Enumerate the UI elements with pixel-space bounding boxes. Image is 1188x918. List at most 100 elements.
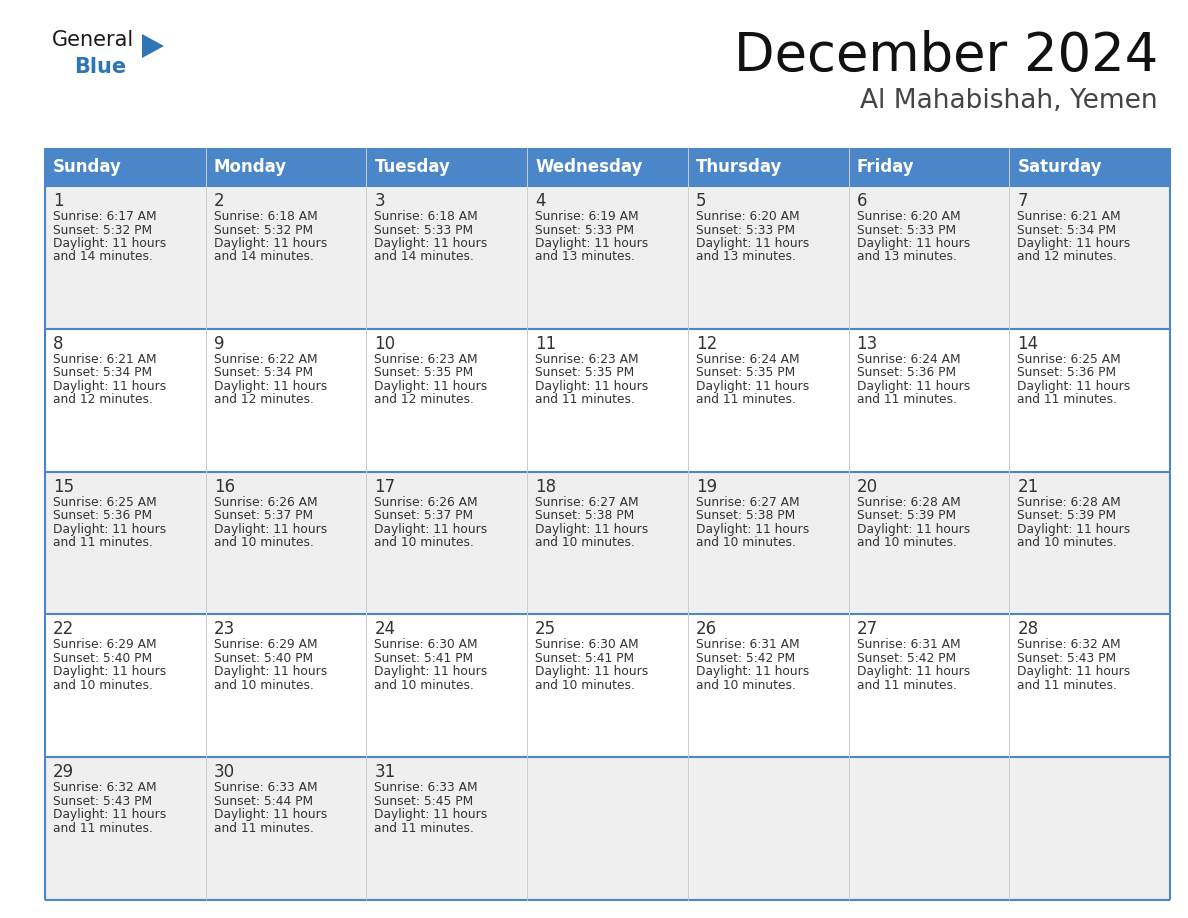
Bar — [366, 614, 527, 757]
Text: Daylight: 11 hours: Daylight: 11 hours — [696, 237, 809, 250]
Text: 25: 25 — [535, 621, 556, 638]
Text: Daylight: 11 hours: Daylight: 11 hours — [1017, 522, 1131, 535]
Text: Daylight: 11 hours: Daylight: 11 hours — [53, 808, 166, 822]
Text: 22: 22 — [53, 621, 74, 638]
Bar — [688, 329, 848, 472]
Text: and 11 minutes.: and 11 minutes. — [857, 393, 956, 407]
Text: Sunrise: 6:28 AM: Sunrise: 6:28 AM — [857, 496, 960, 509]
Text: and 10 minutes.: and 10 minutes. — [374, 679, 474, 692]
Text: Sunrise: 6:33 AM: Sunrise: 6:33 AM — [214, 781, 317, 794]
Text: Saturday: Saturday — [1017, 158, 1101, 176]
Text: and 10 minutes.: and 10 minutes. — [857, 536, 956, 549]
Text: Daylight: 11 hours: Daylight: 11 hours — [374, 522, 488, 535]
Bar — [206, 614, 366, 757]
Text: Sunset: 5:36 PM: Sunset: 5:36 PM — [1017, 366, 1117, 379]
Text: Sunrise: 6:17 AM: Sunrise: 6:17 AM — [53, 210, 157, 223]
Text: 29: 29 — [53, 763, 74, 781]
Text: Sunrise: 6:21 AM: Sunrise: 6:21 AM — [1017, 210, 1121, 223]
Text: Sunrise: 6:18 AM: Sunrise: 6:18 AM — [214, 210, 317, 223]
Text: Daylight: 11 hours: Daylight: 11 hours — [214, 808, 327, 822]
Text: and 11 minutes.: and 11 minutes. — [1017, 393, 1117, 407]
Text: Sunset: 5:41 PM: Sunset: 5:41 PM — [374, 652, 474, 665]
Text: Sunset: 5:39 PM: Sunset: 5:39 PM — [1017, 509, 1117, 522]
Text: Sunset: 5:39 PM: Sunset: 5:39 PM — [857, 509, 955, 522]
Bar — [366, 186, 527, 329]
Bar — [848, 614, 1010, 757]
Text: Daylight: 11 hours: Daylight: 11 hours — [214, 666, 327, 678]
Text: and 10 minutes.: and 10 minutes. — [696, 536, 796, 549]
Text: Sunset: 5:33 PM: Sunset: 5:33 PM — [374, 223, 474, 237]
Text: Daylight: 11 hours: Daylight: 11 hours — [53, 522, 166, 535]
Text: Daylight: 11 hours: Daylight: 11 hours — [374, 666, 488, 678]
Text: Sunset: 5:43 PM: Sunset: 5:43 PM — [53, 795, 152, 808]
Text: 27: 27 — [857, 621, 878, 638]
Bar — [848, 757, 1010, 900]
Text: Daylight: 11 hours: Daylight: 11 hours — [374, 237, 488, 250]
Text: and 10 minutes.: and 10 minutes. — [214, 536, 314, 549]
Text: Sunrise: 6:26 AM: Sunrise: 6:26 AM — [374, 496, 478, 509]
Text: 13: 13 — [857, 335, 878, 353]
Bar — [688, 757, 848, 900]
Bar — [527, 614, 688, 757]
Text: 2: 2 — [214, 192, 225, 210]
Text: Sunset: 5:40 PM: Sunset: 5:40 PM — [53, 652, 152, 665]
Text: Daylight: 11 hours: Daylight: 11 hours — [1017, 237, 1131, 250]
Text: 1: 1 — [53, 192, 64, 210]
Text: Sunrise: 6:26 AM: Sunrise: 6:26 AM — [214, 496, 317, 509]
Text: Sunrise: 6:20 AM: Sunrise: 6:20 AM — [696, 210, 800, 223]
Text: Blue: Blue — [74, 57, 126, 77]
Text: 10: 10 — [374, 335, 396, 353]
Text: 12: 12 — [696, 335, 718, 353]
Text: Sunset: 5:34 PM: Sunset: 5:34 PM — [214, 366, 312, 379]
Text: 8: 8 — [53, 335, 63, 353]
Text: Daylight: 11 hours: Daylight: 11 hours — [857, 522, 969, 535]
Bar — [688, 186, 848, 329]
Text: Sunset: 5:37 PM: Sunset: 5:37 PM — [374, 509, 474, 522]
Bar — [688, 148, 848, 186]
Text: Sunset: 5:42 PM: Sunset: 5:42 PM — [857, 652, 955, 665]
Text: Sunset: 5:38 PM: Sunset: 5:38 PM — [696, 509, 795, 522]
Text: and 11 minutes.: and 11 minutes. — [1017, 679, 1117, 692]
Text: Sunrise: 6:29 AM: Sunrise: 6:29 AM — [214, 638, 317, 652]
Text: Sunrise: 6:30 AM: Sunrise: 6:30 AM — [374, 638, 478, 652]
Bar — [45, 329, 206, 472]
Text: 16: 16 — [214, 477, 235, 496]
Text: Sunset: 5:38 PM: Sunset: 5:38 PM — [535, 509, 634, 522]
Text: Daylight: 11 hours: Daylight: 11 hours — [535, 237, 649, 250]
Text: 11: 11 — [535, 335, 556, 353]
Text: 19: 19 — [696, 477, 718, 496]
Text: Daylight: 11 hours: Daylight: 11 hours — [857, 380, 969, 393]
Text: Sunset: 5:33 PM: Sunset: 5:33 PM — [857, 223, 955, 237]
Text: 23: 23 — [214, 621, 235, 638]
Text: Sunset: 5:33 PM: Sunset: 5:33 PM — [535, 223, 634, 237]
Text: and 14 minutes.: and 14 minutes. — [214, 251, 314, 263]
Text: and 11 minutes.: and 11 minutes. — [53, 536, 153, 549]
Text: Sunset: 5:36 PM: Sunset: 5:36 PM — [857, 366, 955, 379]
Text: Sunrise: 6:32 AM: Sunrise: 6:32 AM — [53, 781, 157, 794]
Bar — [206, 148, 366, 186]
Bar — [688, 472, 848, 614]
Text: 28: 28 — [1017, 621, 1038, 638]
Text: Daylight: 11 hours: Daylight: 11 hours — [857, 237, 969, 250]
Text: Thursday: Thursday — [696, 158, 782, 176]
Bar — [1010, 148, 1170, 186]
Text: and 14 minutes.: and 14 minutes. — [53, 251, 153, 263]
Text: and 10 minutes.: and 10 minutes. — [53, 679, 153, 692]
Text: Sunrise: 6:30 AM: Sunrise: 6:30 AM — [535, 638, 639, 652]
Text: Daylight: 11 hours: Daylight: 11 hours — [374, 808, 488, 822]
Text: 21: 21 — [1017, 477, 1038, 496]
Text: 17: 17 — [374, 477, 396, 496]
Bar — [848, 148, 1010, 186]
Text: Sunrise: 6:27 AM: Sunrise: 6:27 AM — [696, 496, 800, 509]
Text: Sunset: 5:36 PM: Sunset: 5:36 PM — [53, 509, 152, 522]
Text: Sunset: 5:32 PM: Sunset: 5:32 PM — [214, 223, 312, 237]
Text: Sunrise: 6:29 AM: Sunrise: 6:29 AM — [53, 638, 157, 652]
Text: and 13 minutes.: and 13 minutes. — [696, 251, 796, 263]
Text: Sunrise: 6:27 AM: Sunrise: 6:27 AM — [535, 496, 639, 509]
Text: 18: 18 — [535, 477, 556, 496]
Text: 20: 20 — [857, 477, 878, 496]
Text: and 11 minutes.: and 11 minutes. — [374, 822, 474, 834]
Text: and 13 minutes.: and 13 minutes. — [535, 251, 636, 263]
Text: and 11 minutes.: and 11 minutes. — [857, 679, 956, 692]
Bar — [1010, 614, 1170, 757]
